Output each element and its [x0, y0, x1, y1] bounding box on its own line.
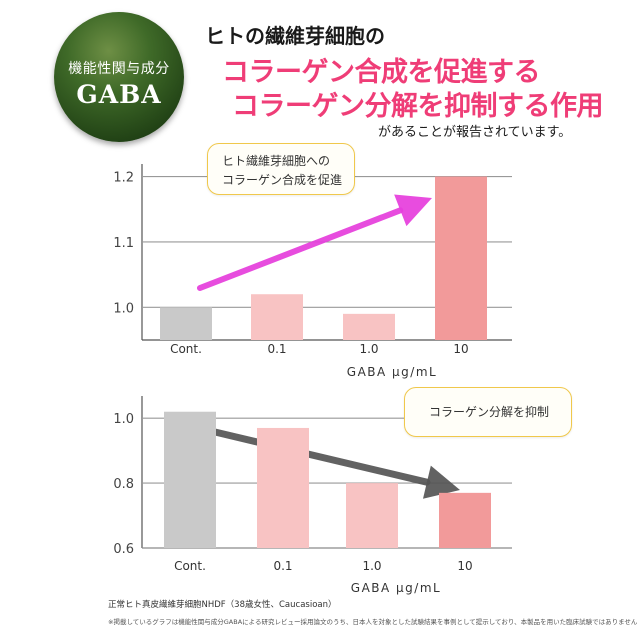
callout-degradation-text: コラーゲン分解を抑制 [429, 405, 550, 419]
headline-line-3: コラーゲン分解を抑制する作用 [232, 91, 604, 122]
x-tick-label-0-2: 1.0 [359, 342, 378, 356]
x-tick-label-0-1: 0.1 [267, 342, 286, 356]
headline-line-4: があることが報告されています。 [378, 125, 572, 140]
x-tick-label-0-0: Cont. [170, 342, 202, 356]
badge-subtitle: 機能性関与成分 [68, 61, 170, 77]
callout-synthesis-text: ヒト繊維芽細胞への コラーゲン合成を促進 [222, 154, 343, 187]
y-tick-label-1-1: 0.8 [113, 477, 134, 492]
badge-title: GABA [76, 80, 162, 109]
footnote-cells: 正常ヒト真皮繊維芽細胞NHDF（38歳女性、Caucasioan） [108, 600, 337, 610]
y-tick-label-0-2: 1.2 [113, 171, 134, 186]
x-tick-label-1-2: 1.0 [362, 559, 381, 573]
y-tick-label-0-1: 1.1 [113, 236, 134, 251]
gaba-badge: 機能性関与成分 GABA [54, 12, 184, 142]
trend-arrow-head-1 [422, 465, 460, 499]
x-axis-label-1: GABA μg/mL [351, 581, 441, 595]
bar-1-1 [257, 427, 309, 548]
x-tick-label-1-0: Cont. [174, 559, 206, 573]
trend-arrow-head-0 [394, 194, 432, 227]
callout-synthesis: ヒト繊維芽細胞への コラーゲン合成を促進 [207, 143, 355, 195]
y-tick-label-1-0: 0.6 [113, 542, 134, 557]
callout-degradation: コラーゲン分解を抑制 [404, 387, 572, 437]
bar-0-2 [343, 313, 395, 340]
bar-0-0 [160, 307, 212, 340]
bar-1-3 [439, 492, 491, 548]
bar-0-3 [435, 176, 487, 340]
trend-arrow-shaft-0 [197, 207, 404, 291]
headline-line-2: コラーゲン合成を促進する [222, 57, 541, 88]
bar-1-0 [164, 411, 216, 548]
x-tick-label-1-3: 10 [457, 559, 472, 573]
headline-line-1: ヒトの繊維芽細胞の [205, 24, 385, 48]
bar-1-2 [346, 483, 398, 548]
trend-arrow-shaft-1 [211, 428, 431, 486]
x-tick-label-1-1: 0.1 [273, 559, 292, 573]
headline: ヒトの繊維芽細胞の コラーゲン合成を促進する コラーゲン分解を抑制する作用 があ… [0, 0, 640, 150]
x-axis-label-0: GABA μg/mL [347, 365, 437, 379]
footnote-disclaimer: ※掲載しているグラフは機能性関与成分GABAによる研究レビュー採用論文のうち、日… [108, 618, 638, 626]
bar-0-1 [251, 294, 303, 340]
y-tick-label-1-2: 1.0 [113, 412, 134, 427]
y-tick-label-0-0: 1.0 [113, 301, 134, 316]
x-tick-label-0-3: 10 [453, 342, 468, 356]
